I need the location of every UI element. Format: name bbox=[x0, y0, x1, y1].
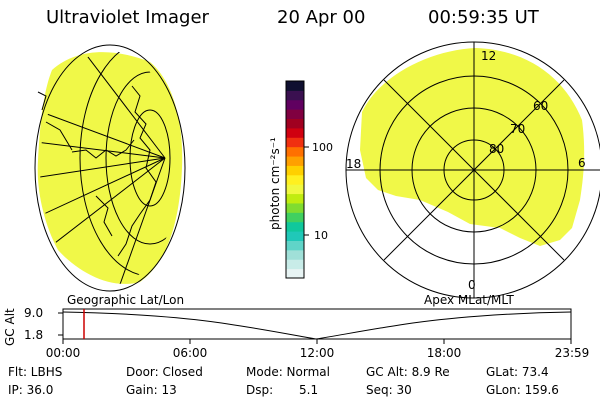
colorbar-cell bbox=[286, 174, 304, 185]
auroral-oval-fill bbox=[360, 48, 585, 246]
colorbar-frame bbox=[285, 80, 305, 279]
polar-caption: Apex MLat/MLT bbox=[424, 293, 514, 307]
lat-label-60: 60 bbox=[533, 99, 548, 113]
earth-limb bbox=[34, 44, 186, 292]
xtick-label-1200: 12:00 bbox=[300, 346, 335, 360]
dsp-label: Dsp: bbox=[246, 383, 274, 397]
colorbar: 100 10 photon cm⁻²s⁻¹ bbox=[268, 80, 333, 279]
colorbar-cell bbox=[286, 165, 304, 176]
colorbar-cell bbox=[286, 231, 304, 241]
colorbar-cell bbox=[286, 202, 304, 213]
instrument-title: Ultraviolet Imager bbox=[46, 7, 209, 28]
door-info: Door: Closed bbox=[126, 365, 203, 379]
colorbar-cell bbox=[286, 193, 304, 204]
colorbar-cell bbox=[286, 268, 304, 279]
orbit-ylabel: GC Alt bbox=[3, 308, 17, 346]
mlt-label-0: 0 bbox=[468, 278, 476, 292]
seq-info: Seq: 30 bbox=[366, 383, 412, 397]
xtick-label-0000: 00:00 bbox=[46, 346, 81, 360]
xtick-label-1800: 18:00 bbox=[427, 346, 462, 360]
mlt-label-12: 12 bbox=[481, 49, 496, 63]
colorbar-cell bbox=[286, 118, 304, 129]
gain-info: Gain: 13 bbox=[126, 383, 177, 397]
colorbar-cell bbox=[286, 249, 304, 260]
colorbar-cell bbox=[286, 81, 304, 91]
coastline bbox=[37, 85, 157, 257]
mlt-label-6: 6 bbox=[578, 156, 586, 170]
colorbar-cell bbox=[286, 212, 304, 223]
lat-label-70: 70 bbox=[510, 122, 525, 136]
auroral-emission-fill bbox=[37, 52, 183, 284]
colorbar-cell bbox=[286, 90, 304, 101]
orbit-plot: Geographic Lat/Lon Apex MLat/MLT 9.0 1.8… bbox=[3, 293, 589, 360]
dsp-value: 5.1 bbox=[299, 383, 319, 397]
xtick-label-0600: 06:00 bbox=[173, 346, 208, 360]
time-label: 00:59:35 UT bbox=[428, 7, 539, 28]
orbit-plot-frame bbox=[62, 308, 572, 340]
colorbar-cell bbox=[286, 240, 304, 251]
colorbar-gradient bbox=[286, 81, 304, 279]
mode-info: Mode: Normal bbox=[246, 365, 330, 379]
mlt-label-18: 18 bbox=[346, 157, 361, 171]
ytick-label-9: 9.0 bbox=[24, 306, 43, 320]
geo-caption: Geographic Lat/Lon bbox=[67, 293, 184, 307]
lat-label-80: 80 bbox=[489, 142, 504, 156]
colorbar-units-label: photon cm⁻²s⁻¹ bbox=[268, 137, 282, 230]
glat-info: GLat: 73.4 bbox=[486, 365, 549, 379]
glon-info: GLon: 159.6 bbox=[486, 383, 559, 397]
ytick-label-1-8: 1.8 bbox=[24, 328, 43, 342]
geographic-image bbox=[34, 44, 186, 292]
colorbar-cell bbox=[286, 259, 304, 270]
altitude-curve bbox=[62, 311, 572, 340]
filter-info: Flt: LBHS bbox=[8, 365, 63, 379]
colorbar-cell bbox=[286, 127, 304, 138]
colorbar-cell bbox=[286, 99, 304, 110]
ip-info: IP: 36.0 bbox=[8, 383, 54, 397]
colorbar-tick-label-10: 10 bbox=[314, 229, 328, 242]
gc-alt-info: GC Alt: 8.9 Re bbox=[366, 365, 450, 379]
polar-image: 12 18 6 0 60 70 80 bbox=[345, 41, 600, 299]
date-label: 20 Apr 00 bbox=[277, 7, 366, 28]
colorbar-cell bbox=[286, 184, 304, 195]
colorbar-cell bbox=[286, 156, 304, 166]
polar-grid bbox=[345, 41, 600, 299]
colorbar-cell bbox=[286, 221, 304, 232]
colorbar-cell bbox=[286, 146, 304, 157]
xtick-label-2359: 23:59 bbox=[555, 346, 590, 360]
colorbar-cell bbox=[286, 137, 304, 148]
colorbar-tick-label-100: 100 bbox=[312, 141, 333, 154]
colorbar-cell bbox=[286, 109, 304, 120]
